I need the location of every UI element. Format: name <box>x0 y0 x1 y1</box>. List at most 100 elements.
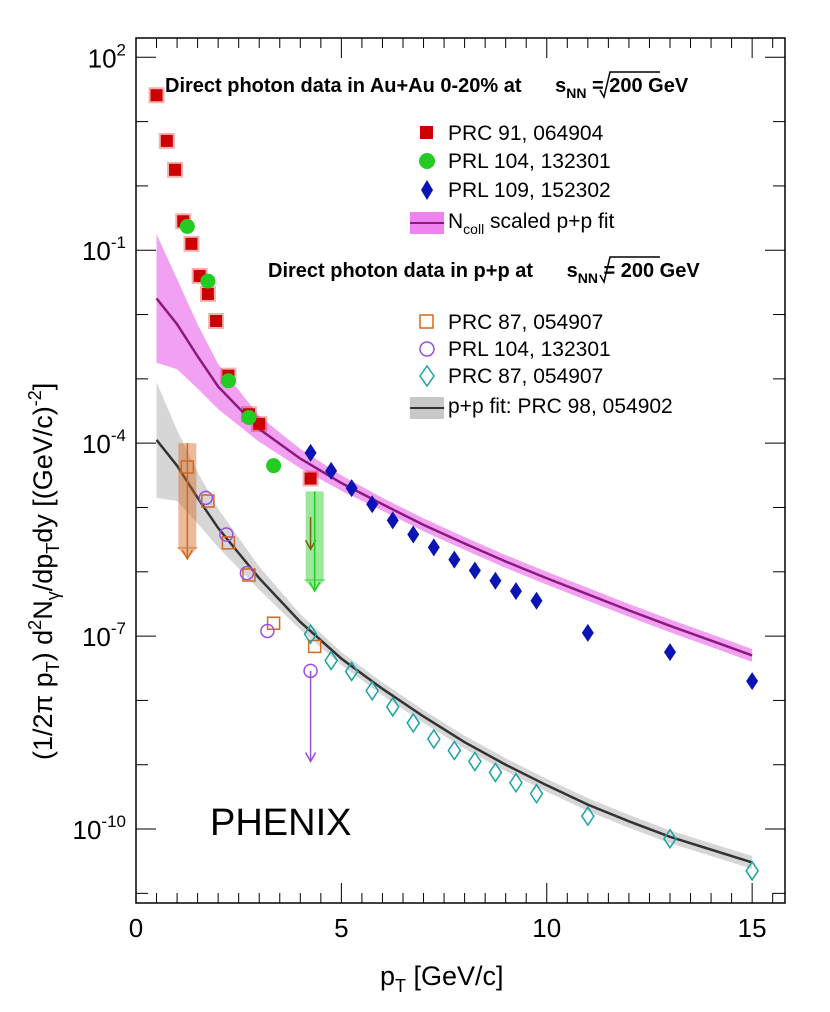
legend-pp-title-sub: NN <box>578 270 598 286</box>
data-point-square <box>185 237 198 250</box>
legend-label-ncoll-fit-rest: scaled p+p fit <box>484 210 614 233</box>
data-point-open-diamond <box>509 772 523 794</box>
fit-bands <box>156 234 753 869</box>
legend-marker-prc87-square <box>419 314 434 329</box>
y-label-part-1: T <box>43 661 63 672</box>
legend-marker-prl104-pp <box>419 341 435 357</box>
legend-pp-sqrt-sign <box>599 256 660 285</box>
data-point-diamond <box>530 591 543 610</box>
y-axis-label: (1/2π pT) d2Nγ/dpTdy [(GeV/c)-2] <box>25 383 63 760</box>
x-axis-label-sub: T <box>395 976 406 996</box>
data-point-diamond <box>509 582 522 601</box>
x-tick-label: 10 <box>532 913 561 943</box>
x-tick-label: 0 <box>129 913 143 943</box>
y-tick-exponent: -10 <box>101 812 126 831</box>
y-label-part-3: 2 <box>25 620 45 630</box>
x-tick-label: 5 <box>334 913 348 943</box>
data-point-square <box>210 314 223 327</box>
legend-label-prl109: PRL 109, 152302 <box>448 179 611 202</box>
data-point-open-diamond <box>426 728 441 750</box>
y-label-part-7: T <box>43 543 63 554</box>
y-tick-label: 10-10 <box>73 812 127 845</box>
y-label-part-2: ) d <box>28 630 58 662</box>
fit-band <box>156 234 753 662</box>
legend-label-ncoll-fit: Ncoll scaled p+p fit <box>448 210 615 237</box>
x-axis-label: pT [GeV/c] <box>380 961 504 996</box>
legend-marker-prc91 <box>420 126 433 139</box>
fit-lines <box>155 297 753 864</box>
data-point-circle <box>241 409 257 425</box>
y-tick-label: 102 <box>88 40 126 73</box>
data-point-open-diamond <box>447 740 462 761</box>
data-point-diamond <box>746 672 759 691</box>
legend-auau-title-end: = 200 GeV <box>586 75 688 97</box>
data-point-diamond <box>468 561 481 580</box>
x-axis-label-main: p <box>380 961 395 991</box>
data-point-open-diamond <box>745 860 760 882</box>
data-point-diamond <box>407 525 420 544</box>
data-point-open-circle <box>239 565 255 581</box>
legend-label-prc87-square: PRC 87, 054907 <box>448 311 603 334</box>
data-point-square <box>160 134 173 147</box>
legend-marker-prl109 <box>421 180 433 200</box>
data-point-open-diamond <box>529 783 544 805</box>
legend-label-prl104-auau: PRL 104, 132301 <box>448 150 611 173</box>
data-point-diamond <box>427 538 440 557</box>
legend-pp-title-end: = 200 GeV <box>598 260 700 282</box>
legend-label-ncoll-fit-main: N <box>448 210 463 233</box>
y-label-part-8: dy [(GeV/c) <box>28 406 58 543</box>
phenix-watermark: PHENIX <box>210 802 351 844</box>
y-label-part-9: -2 <box>25 390 45 406</box>
data-point-open-diamond <box>663 828 677 850</box>
legend-label-prl104-pp: PRL 104, 132301 <box>448 338 611 361</box>
data-point-open-diamond <box>580 805 595 827</box>
data-point-circle <box>179 218 195 234</box>
y-tick-base: 10 <box>82 622 111 652</box>
data-point-open-square <box>242 568 256 582</box>
legend-auau-title-s: s <box>555 75 566 97</box>
data-point-diamond <box>581 623 594 642</box>
legend-label-prc87-diamond: PRC 87, 054907 <box>448 365 603 388</box>
upper-limit-arrowhead <box>304 539 317 551</box>
data-point-open-diamond <box>324 650 339 671</box>
data-point-diamond <box>663 643 676 662</box>
data-point-diamond <box>366 495 379 514</box>
data-point-open-diamond <box>365 680 380 702</box>
data-point-diamond <box>448 550 461 569</box>
data-point-open-diamond <box>488 762 503 783</box>
x-tick-label: 15 <box>738 913 767 943</box>
y-label-part-4: N <box>28 600 58 620</box>
legend-pp-title: Direct photon data in p+p at sNN = 200 G… <box>268 260 700 286</box>
data-point-open-circle <box>303 663 318 679</box>
data-point-open-square <box>201 494 215 508</box>
y-label-part-10: ] <box>28 383 58 391</box>
data-point-open-circle <box>219 527 234 542</box>
data-point-circle <box>266 458 282 474</box>
y-label-part-5: γ <box>43 591 63 600</box>
legend-pp: Direct photon data in p+p at sNN = 200 G… <box>268 256 700 419</box>
data-point-circle <box>220 373 236 389</box>
y-tick-exponent: -1 <box>111 233 126 252</box>
data-point-diamond <box>304 443 317 462</box>
data-point-open-diamond <box>406 712 421 734</box>
y-tick-exponent: -4 <box>111 426 126 445</box>
data-point-diamond <box>489 571 502 590</box>
upper-limit-arrowhead <box>304 752 317 764</box>
data-point-open-square <box>221 536 236 550</box>
data-point-circle <box>200 273 216 289</box>
y-label-part-0: (1/2π p <box>28 672 58 760</box>
data-point-open-square <box>307 639 322 654</box>
upper-limit-arrowhead <box>309 581 321 593</box>
legend-label-pp-fit: p+p fit: PRC 98, 054902 <box>448 395 673 418</box>
legend-label-ncoll-fit-sub: coll <box>463 221 484 237</box>
legend-marker-prc87-diamond <box>419 364 435 388</box>
fit-line <box>155 297 753 657</box>
legend-pp-title-s: s <box>567 260 578 282</box>
data-point-diamond <box>325 461 338 480</box>
y-tick-exponent: -7 <box>111 619 126 638</box>
legend-label-prc91: PRC 91, 064904 <box>448 122 604 145</box>
data-point-open-diamond <box>385 696 400 718</box>
legend-auau-title: Direct photon data in Au+Au 0-20% at sNN… <box>165 75 689 101</box>
y-label-part-6: /dp <box>28 554 58 592</box>
